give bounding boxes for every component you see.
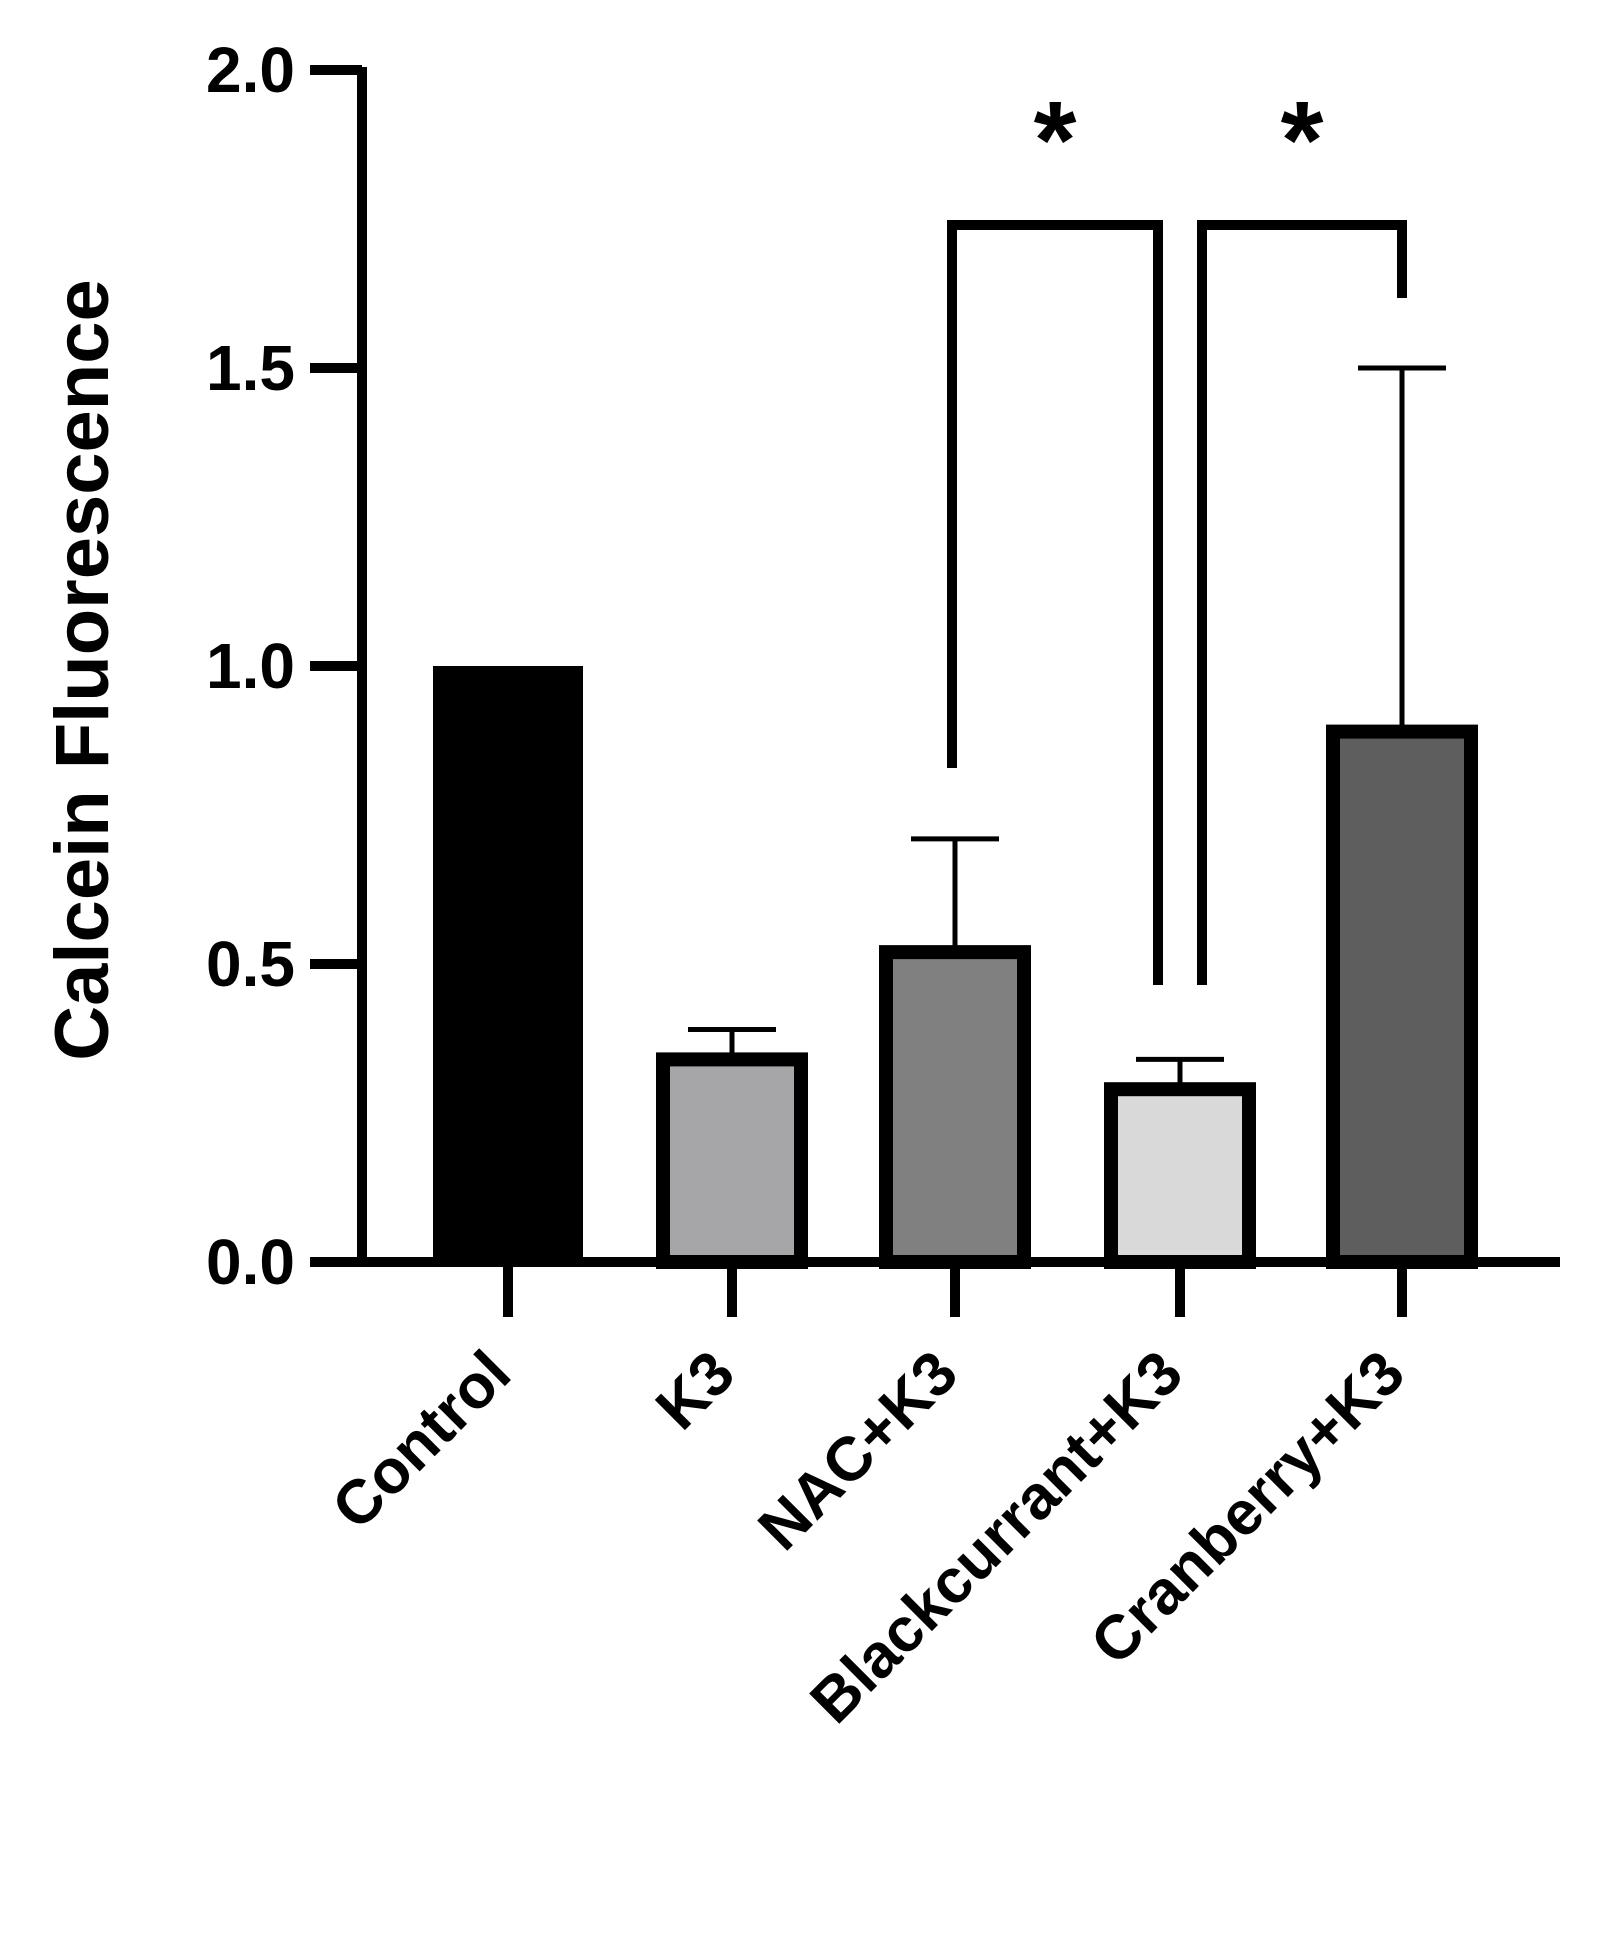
y-axis: 0.0 0.5 1.0 1.5 2.0 — [206, 34, 367, 1298]
bar — [433, 666, 583, 1262]
significance-bracket — [1197, 220, 1407, 985]
bar — [879, 945, 1031, 1269]
bar — [1326, 724, 1478, 1269]
x-tick-label: NAC+K3 — [745, 1338, 970, 1563]
y-axis-label: Calcein Fluorescence — [40, 279, 125, 1060]
x-tick-label: Control — [319, 1338, 524, 1543]
y-tick-label: 0.5 — [206, 928, 295, 1000]
error-bars — [688, 365, 1446, 1084]
y-tick-label: 1.5 — [206, 332, 295, 404]
y-tick-label: 1.0 — [206, 630, 295, 702]
significance-asterisk: * — [1034, 79, 1077, 202]
y-tick-label: 2.0 — [206, 34, 295, 106]
x-tick-label: Blackcurrant+K3 — [797, 1338, 1195, 1736]
bar — [1104, 1082, 1256, 1269]
significance-bracket — [947, 220, 1163, 985]
significance-asterisk: * — [1281, 79, 1324, 202]
significance-brackets: * * — [947, 79, 1407, 985]
x-axis: Control K3NAC+K3Blackcurrant+K3Cranberry+… — [310, 1257, 1560, 1737]
x-tick-label: K3 — [643, 1338, 748, 1443]
y-tick-label: 0.0 — [206, 1226, 295, 1298]
bar — [656, 1052, 808, 1270]
